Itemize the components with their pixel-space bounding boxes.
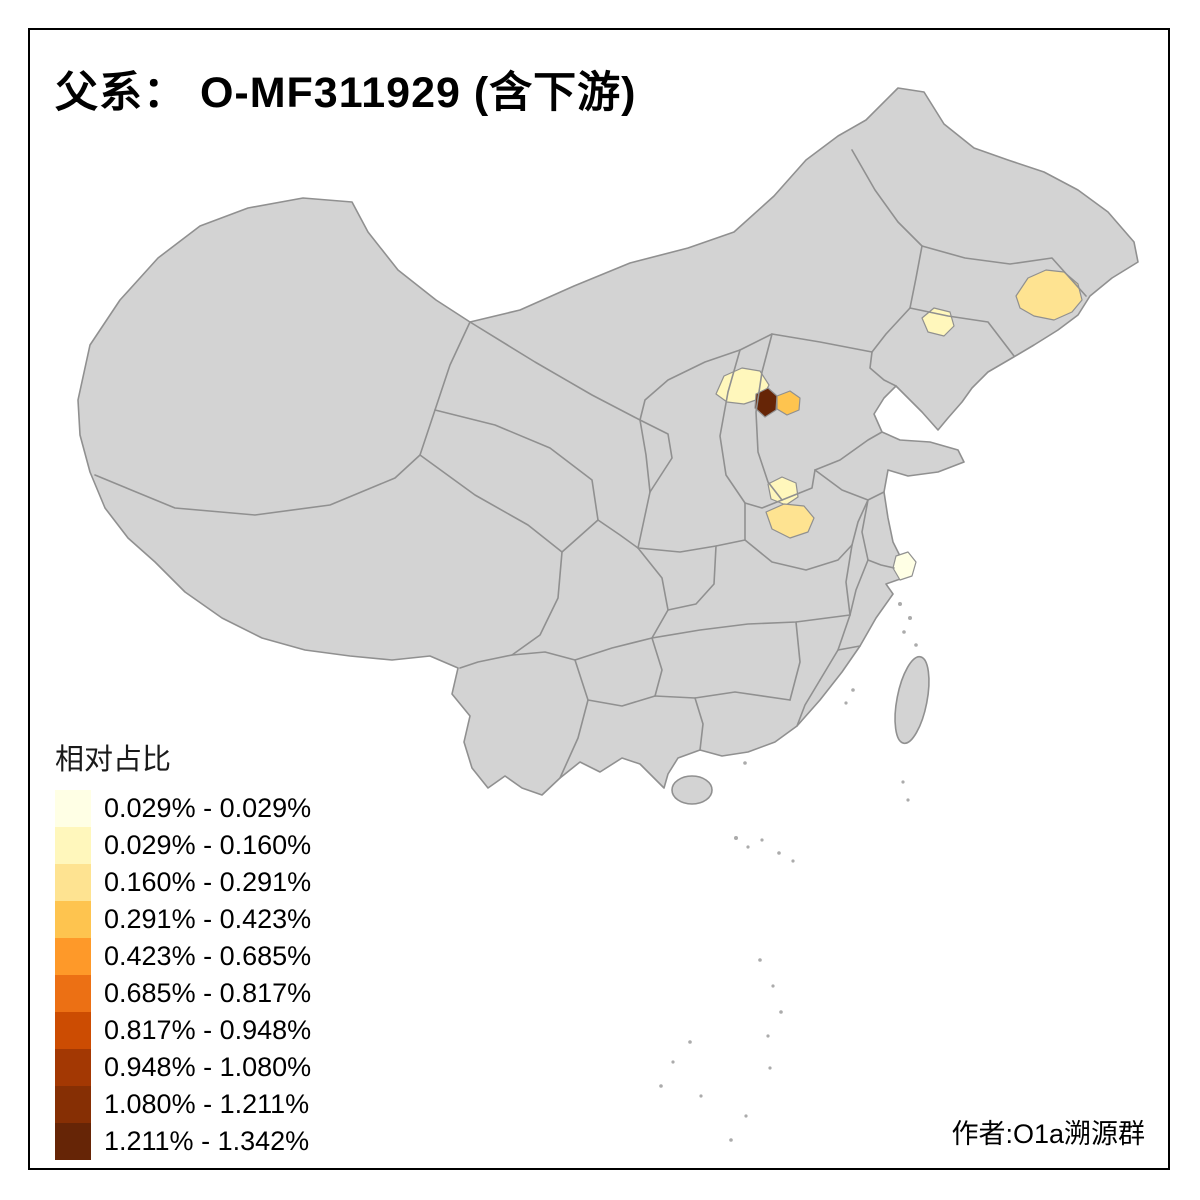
plot-frame bbox=[28, 28, 1170, 1170]
legend-label: 0.685% - 0.817% bbox=[104, 978, 312, 1008]
legend-swatch bbox=[55, 1086, 91, 1123]
legend-item: 0.423% - 0.685% bbox=[55, 938, 385, 975]
map-region-henan-north bbox=[765, 503, 815, 539]
legend-swatch bbox=[55, 1012, 91, 1049]
map-title: 父系： O-MF311929 (含下游) bbox=[55, 69, 637, 117]
island-hainan bbox=[671, 775, 713, 805]
legend-title: 相对占比 bbox=[55, 744, 172, 776]
island-taiwan bbox=[894, 655, 930, 745]
legend-swatch bbox=[55, 1123, 91, 1160]
legend-swatch bbox=[55, 864, 91, 901]
legend-swatch bbox=[55, 827, 91, 864]
legend-swatch bbox=[55, 975, 91, 1012]
mainland-outline bbox=[77, 87, 1139, 796]
legend-label: 0.948% - 1.080% bbox=[104, 1052, 312, 1082]
legend-item: 0.029% - 0.160% bbox=[55, 827, 385, 864]
legend-item: 0.029% - 0.029% bbox=[55, 790, 385, 827]
legend-label: 0.817% - 0.948% bbox=[104, 1015, 312, 1045]
legend-item: 1.080% - 1.211% bbox=[55, 1086, 385, 1123]
map-region-hebei-east bbox=[776, 390, 801, 416]
legend-item: 0.291% - 0.423% bbox=[55, 901, 385, 938]
legend-swatch bbox=[55, 938, 91, 975]
map-region-shanxi-south bbox=[767, 476, 799, 506]
legend-label: 1.080% - 1.211% bbox=[104, 1089, 310, 1119]
legend-swatch bbox=[55, 1049, 91, 1086]
map-region-jilin bbox=[1015, 269, 1083, 321]
legend: 相对占比 0.029% - 0.029% 0.029% - 0.160% 0.1… bbox=[55, 736, 385, 1160]
legend-label: 0.160% - 0.291% bbox=[104, 867, 312, 897]
legend-item: 0.817% - 0.948% bbox=[55, 1012, 385, 1049]
legend-item: 1.211% - 1.342% bbox=[55, 1123, 385, 1160]
legend-swatch bbox=[55, 790, 91, 827]
legend-label: 0.029% - 0.160% bbox=[104, 830, 312, 860]
map-region-beijing bbox=[754, 387, 778, 418]
legend-swatch bbox=[55, 901, 91, 938]
legend-item: 0.160% - 0.291% bbox=[55, 864, 385, 901]
legend-label: 0.291% - 0.423% bbox=[104, 904, 312, 934]
legend-label: 0.029% - 0.029% bbox=[104, 793, 312, 823]
legend-item: 0.685% - 0.817% bbox=[55, 975, 385, 1012]
sea-islands bbox=[659, 602, 918, 1142]
china-land bbox=[77, 87, 1139, 805]
province-borders bbox=[94, 149, 1087, 779]
legend-label: 0.423% - 0.685% bbox=[104, 941, 312, 971]
attribution: 作者:O1a溯源群 bbox=[951, 1119, 1145, 1149]
legend-item: 0.948% - 1.080% bbox=[55, 1049, 385, 1086]
legend-label: 1.211% - 1.342% bbox=[104, 1126, 310, 1156]
